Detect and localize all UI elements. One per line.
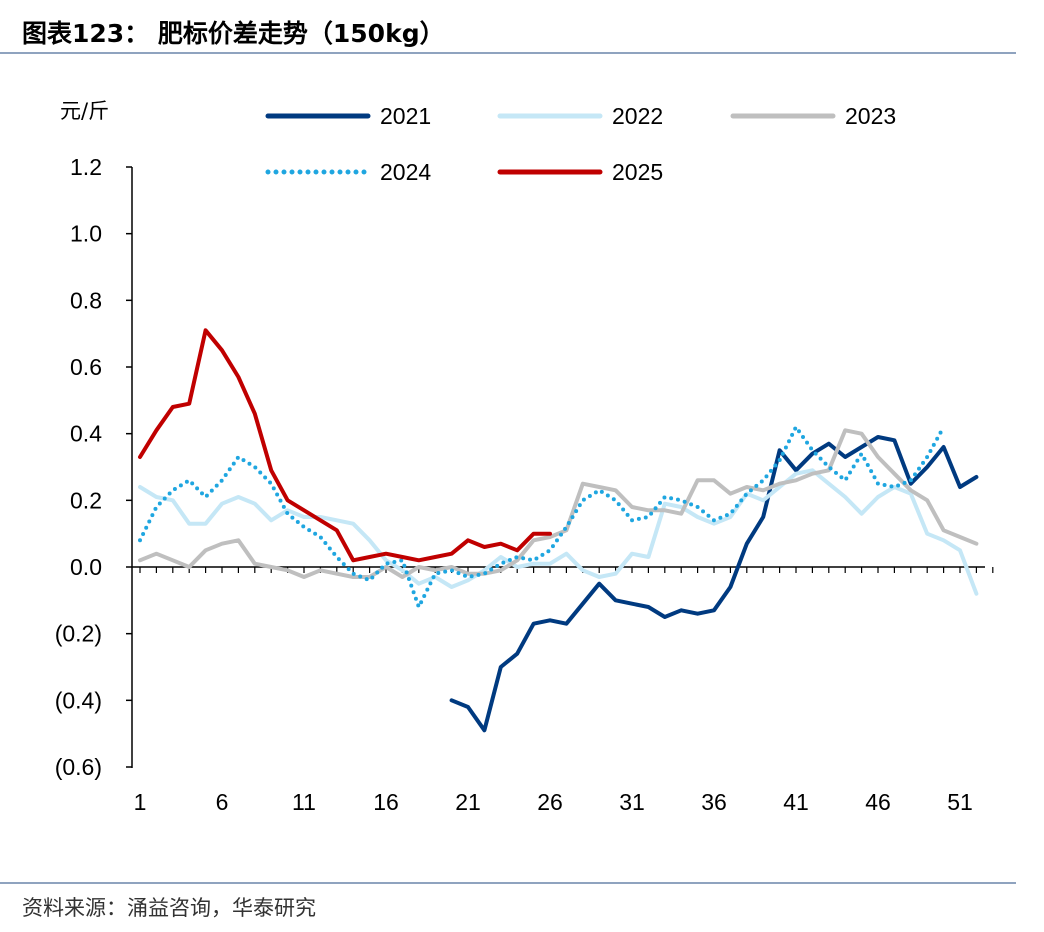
y-tick-label: (0.6)	[55, 754, 102, 780]
y-tick-label: 1.0	[70, 221, 102, 247]
legend-label-2023: 2023	[845, 103, 896, 129]
y-tick-label: 0.0	[70, 554, 102, 580]
x-tick-label: 6	[216, 789, 229, 815]
x-tick-label: 31	[619, 789, 645, 815]
legend: 2021 2022 2023 2024 2025	[265, 103, 896, 185]
y-tick-label: 1.2	[70, 154, 102, 180]
y-tick-label: (0.2)	[55, 621, 102, 647]
x-tick-label: 21	[455, 789, 481, 815]
x-tick-label: 36	[701, 789, 727, 815]
top-divider	[0, 52, 1016, 54]
x-tick-label: 11	[292, 789, 316, 815]
x-tick-label: 51	[947, 789, 973, 815]
chart-title: 图表123： 肥标价差走势（150kg）	[22, 19, 445, 48]
y-tick-label: 0.8	[70, 287, 102, 313]
legend-label-2021: 2021	[380, 103, 431, 129]
x-tick-label: 41	[783, 789, 809, 815]
axes: 1.21.00.80.60.40.20.0(0.2)(0.4)(0.6)1 6 11…	[55, 154, 994, 815]
series-line-2022	[138, 468, 979, 596]
x-tick-label: 16	[373, 789, 399, 815]
series-line-2024	[138, 425, 946, 609]
series-line-2023	[138, 428, 979, 579]
legend-label-2022: 2022	[612, 103, 663, 129]
y-tick-label: 0.4	[70, 421, 102, 447]
bottom-divider	[0, 882, 1016, 884]
source-note: 资料来源：涌益咨询，华泰研究	[22, 896, 316, 920]
x-tick-label: 1	[134, 789, 147, 815]
y-axis-unit-label: 元/斤	[60, 99, 109, 123]
y-tick-label: (0.4)	[55, 687, 102, 713]
series-line-2021	[449, 435, 979, 733]
series-line-2025	[138, 328, 552, 563]
x-tick-label: 26	[537, 789, 563, 815]
y-tick-label: 0.6	[70, 354, 102, 380]
y-tick-label: 0.2	[70, 487, 102, 513]
x-tick-label: 46	[865, 789, 891, 815]
series-layer	[138, 328, 979, 733]
legend-label-2025: 2025	[612, 159, 663, 185]
legend-label-2024: 2024	[380, 159, 431, 185]
